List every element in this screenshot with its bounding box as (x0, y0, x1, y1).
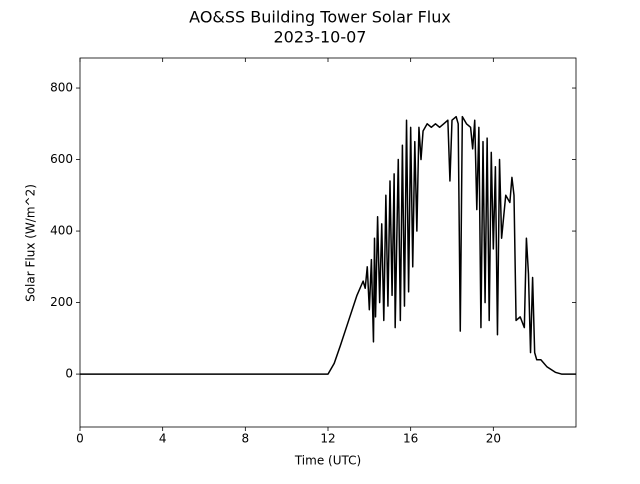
y-tick-label: 200 (50, 295, 73, 309)
chart-title: AO&SS Building Tower Solar Flux (189, 8, 451, 27)
y-axis-label: Solar Flux (W/m^2) (24, 184, 38, 302)
x-tick-label: 8 (242, 432, 250, 446)
y-tick-label: 800 (50, 81, 73, 95)
x-tick-label: 20 (486, 432, 501, 446)
y-tick-label: 400 (50, 224, 73, 238)
x-tick-label: 16 (403, 432, 418, 446)
y-tick-label: 0 (65, 367, 73, 381)
x-tick-label: 4 (159, 432, 167, 446)
x-axis-label: Time (UTC) (294, 454, 361, 468)
x-tick-label: 12 (320, 432, 335, 446)
y-tick-label: 600 (50, 152, 73, 166)
flux-line (80, 115, 576, 375)
plot-frame (79, 57, 577, 428)
x-tick-label: 0 (76, 432, 84, 446)
chart-subtitle: 2023-10-07 (274, 28, 367, 47)
